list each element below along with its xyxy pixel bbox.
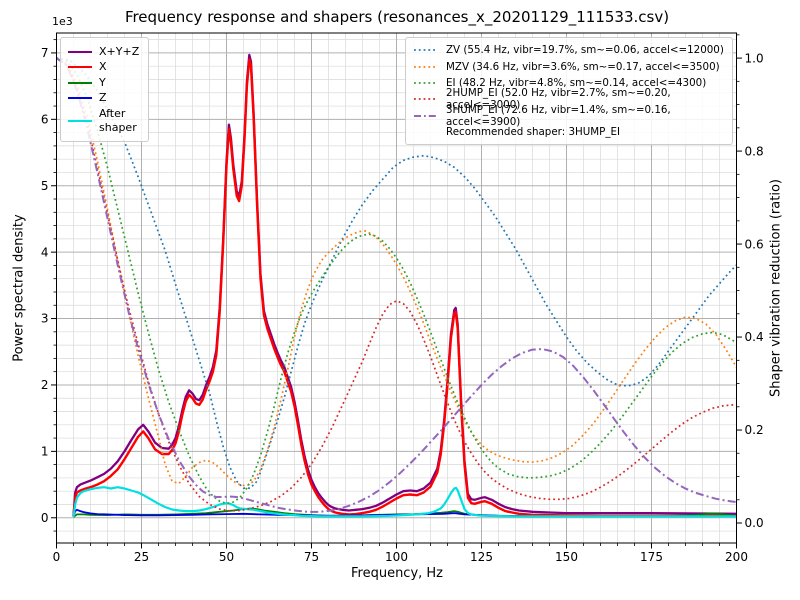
legend-label: ZV (55.4 Hz, vibr=19.7%, sm~=0.06, accel… — [446, 44, 724, 57]
curves — [56, 53, 737, 518]
y-right-tick-label: 0.0 — [745, 516, 764, 530]
legend-item-after-shaper: After shaper — [68, 107, 139, 135]
legend-line-swatch — [414, 98, 438, 101]
legend-item-z: Z — [68, 91, 139, 105]
curve-shaper-3hump-ei — [56, 57, 737, 513]
x-tick-label: 175 — [640, 550, 663, 564]
x-tick-label: 25 — [134, 550, 149, 564]
y-left-tick-label: 2 — [41, 378, 49, 392]
legend-item-zv: ZV (55.4 Hz, vibr=19.7%, sm~=0.06, accel… — [413, 42, 725, 58]
x-tick-label: 125 — [470, 550, 493, 564]
x-axis-label: Frequency, Hz — [350, 566, 444, 581]
legend-item-2hump-ei: 2HUMP_EI (52.0 Hz, vibr=2.7%, sm~=0.20, … — [413, 87, 725, 111]
legend-line-swatch — [68, 97, 92, 99]
legend-line-swatch — [68, 81, 92, 84]
legend-line-swatch — [68, 119, 92, 122]
ticks: 0 25 50 75 100 125 150 175 200 0 1 2 3 4 5 6 7 0.0 0.2 0.4 0… — [41, 34, 764, 564]
y-axis-label-left: Power spectral density — [11, 214, 27, 362]
legend-line-swatch — [414, 65, 438, 68]
curve-psd-after-shaper — [72, 486, 737, 518]
y-right-tick-label: 0.2 — [745, 423, 764, 437]
y-axis-label-right: Shaper vibration reduction (ratio) — [768, 179, 784, 397]
legend-label: Z — [99, 91, 107, 104]
y-left-tick-label: 1 — [41, 445, 49, 459]
x-tick-label: 50 — [219, 550, 234, 564]
legend-label: 3HUMP_EI (72.6 Hz, vibr=1.4%, sm~=0.16, … — [446, 103, 671, 128]
legend-recommended-shaper: Recommended shaper: 3HUMP_EI — [446, 126, 621, 139]
y-axis-multiplier: 1e3 — [52, 15, 73, 28]
legend-line-swatch — [414, 114, 438, 117]
legend-label: 2HUMP_EI (52.0 Hz, vibr=2.7%, sm~=0.20, … — [446, 87, 671, 112]
legend-item-mzv: MZV (34.6 Hz, vibr=3.6%, sm~=0.17, accel… — [413, 58, 725, 74]
y-left-tick-label: 7 — [41, 46, 49, 60]
legend-line-swatch — [68, 50, 92, 53]
legend-item-x-y-z: X+Y+Z — [68, 45, 139, 59]
y-right-tick-label: 1.0 — [745, 51, 764, 65]
x-tick-label: 100 — [385, 550, 408, 564]
legend-label: Y — [99, 75, 106, 89]
curve-shaper-zv — [56, 57, 737, 489]
x-tick-label: 0 — [53, 550, 61, 564]
x-tick-label: 200 — [725, 550, 748, 564]
curve-shaper-ei — [56, 57, 737, 505]
legend-line-swatch — [414, 49, 438, 52]
legend-label: After shaper — [99, 106, 137, 134]
legend-label: X+Y+Z — [99, 44, 140, 58]
legend-psd-curves: X+Y+Z X Y Z After shaper — [60, 37, 150, 142]
chart-title: Frequency response and shapers (resonanc… — [124, 8, 670, 26]
legend-line-swatch — [68, 66, 92, 68]
legend-item-x: X — [68, 60, 139, 74]
x-tick-label: 75 — [304, 550, 319, 564]
legend-label: EI (48.2 Hz, vibr=4.8%, sm~=0.14, accel<… — [446, 76, 707, 89]
curve-shaper-2hump-ei — [56, 57, 737, 512]
legend-item-ei: EI (48.2 Hz, vibr=4.8%, sm~=0.14, accel<… — [413, 75, 725, 91]
y-right-tick-label: 0.8 — [745, 144, 764, 158]
curve-shaper-mzv — [56, 57, 737, 487]
y-left-tick-label: 0 — [41, 511, 49, 525]
legend-label: X — [99, 60, 107, 73]
legend-line-swatch — [414, 82, 438, 84]
y-left-tick-label: 6 — [41, 113, 49, 127]
legend-item-y: Y — [68, 76, 139, 90]
y-left-tick-label: 4 — [41, 245, 49, 259]
y-left-tick-label: 3 — [41, 312, 49, 326]
x-tick-label: 150 — [555, 550, 578, 564]
y-right-tick-label: 0.4 — [745, 330, 764, 344]
legend-shapers: ZV (55.4 Hz, vibr=19.7%, sm~=0.06, accel… — [405, 37, 733, 146]
y-right-tick-label: 0.6 — [745, 237, 764, 251]
legend-item-3hump-ei: 3HUMP_EI (72.6 Hz, vibr=1.4%, sm~=0.16, … — [413, 104, 725, 128]
legend-label: MZV (34.6 Hz, vibr=3.6%, sm~=0.17, accel… — [446, 60, 720, 73]
y-left-tick-label: 5 — [41, 179, 49, 193]
